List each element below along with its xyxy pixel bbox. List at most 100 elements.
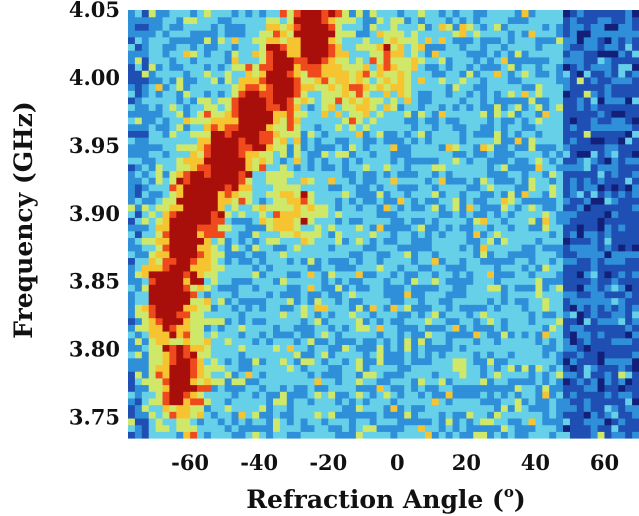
heatmap-cell (424, 110, 433, 118)
heatmap-cell (342, 431, 350, 439)
heatmap-cell (335, 50, 343, 58)
heatmap-cell (293, 30, 302, 38)
heatmap-cell (528, 351, 537, 359)
heatmap-cell (300, 230, 309, 238)
heatmap-cell (328, 30, 336, 38)
heatmap-cell (342, 384, 350, 392)
heatmap-cell (176, 384, 184, 392)
heatmap-cell (480, 417, 488, 426)
heatmap-cell (583, 284, 592, 292)
heatmap-cell (355, 210, 364, 218)
heatmap-cell (576, 90, 585, 98)
heatmap-cell (348, 170, 357, 178)
heatmap-cell (411, 217, 419, 225)
heatmap-cell (300, 76, 309, 85)
heatmap-cell (480, 43, 488, 51)
heatmap-cell (362, 244, 371, 252)
heatmap-cell (500, 324, 509, 332)
heatmap-cell (466, 137, 474, 145)
heatmap-cell (424, 324, 433, 332)
heatmap-cell (473, 117, 481, 125)
heatmap-cell (148, 50, 157, 58)
heatmap-cell (590, 344, 599, 352)
heatmap-cell (245, 331, 253, 339)
heatmap-cell (438, 270, 447, 279)
heatmap-cell (273, 257, 281, 265)
heatmap-cell (576, 170, 585, 178)
heatmap-cell (563, 357, 571, 366)
heatmap-cell (618, 30, 626, 38)
heatmap-cell (487, 310, 495, 319)
heatmap-cell (293, 284, 302, 292)
heatmap-cell (224, 56, 233, 65)
heatmap-cell (493, 290, 502, 299)
heatmap-cell (604, 331, 612, 339)
heatmap-cell (473, 270, 481, 279)
heatmap-cell (521, 230, 530, 238)
heatmap-cell (632, 130, 639, 138)
heatmap-cell (569, 351, 578, 359)
heatmap-cell (314, 157, 322, 165)
heatmap-cell (245, 357, 253, 366)
heatmap-cell (231, 63, 240, 71)
heatmap-cell (424, 197, 433, 205)
heatmap-cell (590, 371, 599, 379)
heatmap-cell (224, 83, 233, 91)
heatmap-cell (576, 384, 585, 392)
heatmap-cell (362, 250, 371, 259)
heatmap-cell (141, 130, 150, 138)
heatmap-cell (162, 217, 171, 225)
heatmap-cell (321, 36, 329, 45)
heatmap-cell (438, 83, 447, 91)
heatmap-cell (500, 23, 509, 31)
heatmap-cell (293, 331, 302, 339)
heatmap-cell (597, 250, 606, 259)
heatmap-cell (445, 290, 454, 299)
heatmap-cell (452, 30, 461, 38)
heatmap-cell (452, 117, 461, 125)
heatmap-cell (293, 76, 302, 85)
heatmap-cell (176, 123, 184, 131)
heatmap-cell (383, 364, 392, 372)
heatmap-cell (217, 36, 226, 45)
heatmap-cell (155, 163, 164, 172)
heatmap-cell (514, 157, 523, 165)
heatmap-cell (279, 304, 288, 312)
heatmap-cell (438, 230, 447, 238)
heatmap-cell (583, 257, 592, 265)
heatmap-cell (252, 351, 260, 359)
heatmap-cell (266, 377, 274, 386)
heatmap-cell (190, 76, 198, 85)
heatmap-cell (224, 351, 233, 359)
heatmap-cell (203, 76, 212, 85)
heatmap-cell (487, 103, 495, 111)
heatmap-cell (321, 270, 329, 279)
heatmap-cell (618, 103, 626, 111)
heatmap-cell (452, 304, 461, 312)
heatmap-cell (493, 23, 502, 31)
heatmap-cell (314, 317, 322, 325)
heatmap-cell (314, 337, 322, 345)
heatmap-cell (632, 377, 639, 386)
heatmap-cell (203, 143, 212, 152)
heatmap-cell (521, 177, 530, 185)
heatmap-cell (217, 217, 226, 225)
heatmap-cell (197, 117, 205, 125)
heatmap-cell (307, 137, 316, 145)
heatmap-cell (397, 337, 405, 345)
heatmap-cell (176, 117, 184, 125)
heatmap-cell (162, 317, 171, 325)
heatmap-cell (362, 16, 371, 24)
heatmap-cell (183, 103, 191, 111)
heatmap-cell (286, 364, 295, 372)
heatmap-cell (528, 290, 537, 299)
heatmap-cell (266, 304, 274, 312)
heatmap-cell (245, 404, 253, 412)
heatmap-cell (542, 297, 550, 305)
heatmap-cell (321, 237, 329, 245)
heatmap-cell (473, 411, 481, 419)
heatmap-cell (369, 150, 378, 158)
heatmap-cell (632, 137, 639, 145)
heatmap-cell (376, 230, 385, 238)
heatmap-cell (162, 70, 171, 78)
